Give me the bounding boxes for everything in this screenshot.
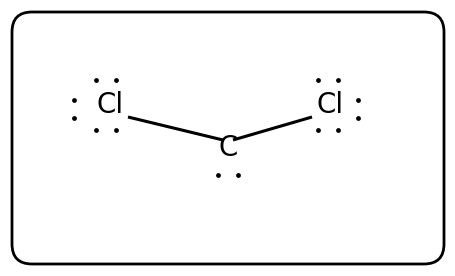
Point [354,116,361,120]
Text: Cl: Cl [316,91,343,119]
Point [214,173,221,177]
Point [234,173,241,177]
Point [313,78,321,82]
Point [92,78,100,82]
Point [70,116,77,120]
Point [70,98,77,102]
FancyBboxPatch shape [12,12,443,264]
Point [334,128,341,132]
Point [313,128,321,132]
Point [354,98,361,102]
Point [112,128,119,132]
Text: Cl: Cl [96,91,123,119]
Point [92,128,100,132]
Point [334,78,341,82]
Point [112,78,119,82]
Text: C: C [218,134,237,162]
